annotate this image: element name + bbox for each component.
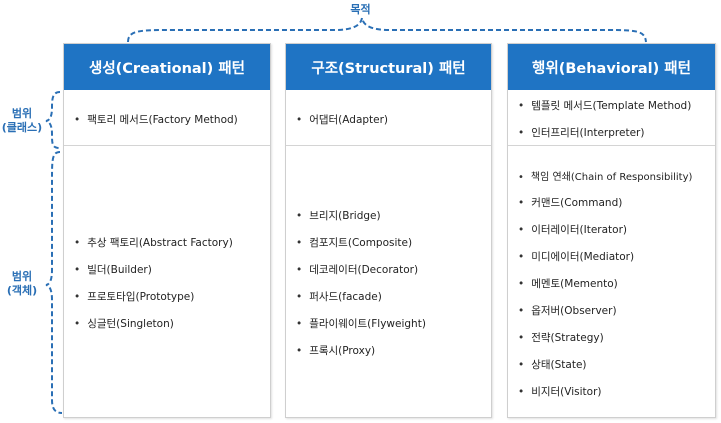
list-item-singleton: 싱글턴(Singleton) [74, 316, 174, 331]
scope-divider [286, 145, 491, 146]
list-item-builder: 빌더(Builder) [74, 262, 152, 277]
scope-divider [508, 145, 715, 146]
list-item-facade: 퍼사드(facade) [296, 289, 382, 304]
behavioral-column: 행위(Behavioral) 패턴 템플릿 메서드(Template Metho… [507, 43, 716, 418]
list-item-visitor: 비지터(Visitor) [518, 384, 601, 399]
scope-class-label-line2: (클래스) [1, 121, 43, 134]
scope-object-label: 범위 (객체) [0, 270, 44, 298]
list-item-mediator: 미디에이터(Mediator) [518, 249, 634, 264]
list-item-adapter: 어댑터(Adapter) [296, 112, 388, 127]
list-item-abstract-factory: 추상 팩토리(Abstract Factory) [74, 235, 233, 250]
scope-class-label: 범위 (클래스) [0, 107, 44, 135]
list-item-proxy: 프록시(Proxy) [296, 343, 375, 358]
creational-column: 생성(Creational) 패턴 팩토리 메서드(Factory Method… [63, 43, 271, 418]
list-item-bridge: 브리지(Bridge) [296, 208, 380, 223]
list-item-strategy: 전략(Strategy) [518, 330, 604, 345]
list-item-composite: 컴포지트(Composite) [296, 235, 412, 250]
scope-class-label-line1: 범위 [11, 107, 33, 120]
list-item-chain-of-responsibility: 책임 연쇄(Chain of Responsibility) [518, 168, 693, 183]
structural-column: 구조(Structural) 패턴 어댑터(Adapter) 브리지(Bridg… [285, 43, 492, 418]
list-item-command: 커맨드(Command) [518, 195, 622, 210]
behavioral-header: 행위(Behavioral) 패턴 [508, 44, 715, 90]
scope-divider [64, 145, 270, 146]
list-item-state: 상태(State) [518, 357, 586, 372]
creational-header: 생성(Creational) 패턴 [64, 44, 270, 90]
list-item-iterator: 이터레이터(Iterator) [518, 222, 627, 237]
list-item-flyweight: 플라이웨이트(Flyweight) [296, 316, 426, 331]
list-item-memento: 메멘토(Memento) [518, 276, 618, 291]
list-item-observer: 옵저버(Observer) [518, 303, 616, 318]
scope-object-label-line2: (객체) [6, 284, 38, 297]
purpose-label: 목적 [350, 3, 371, 16]
scope-object-label-line1: 범위 [11, 270, 33, 283]
list-item-factory-method: 팩토리 메서드(Factory Method) [74, 112, 238, 127]
list-item-interpreter: 인터프리터(Interpreter) [518, 125, 644, 140]
list-item-prototype: 프로토타입(Prototype) [74, 289, 194, 304]
list-item-decorator: 데코레이터(Decorator) [296, 262, 418, 277]
list-item-template-method: 템플릿 메서드(Template Method) [518, 98, 691, 113]
structural-header: 구조(Structural) 패턴 [286, 44, 491, 90]
